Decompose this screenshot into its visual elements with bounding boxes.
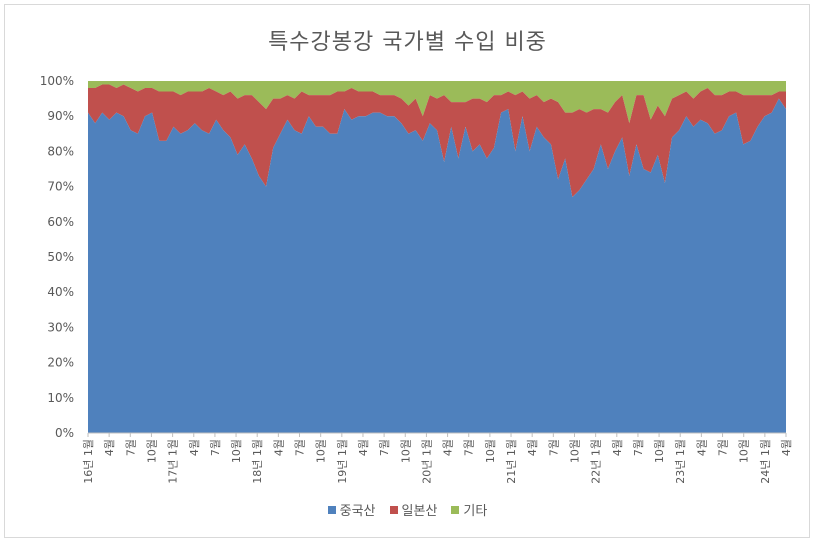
series-area-japan [88,84,786,198]
x-tick-label: 4월 [526,439,539,456]
legend-swatch-other [451,505,460,514]
x-tick-label: 20년 1월 [420,439,433,484]
x-tick-label: 7월 [632,439,645,456]
x-tick-label: 7월 [463,439,476,456]
x-tick-label: 16년 1월 [82,439,95,484]
x-tick-label: 19년 1월 [336,439,349,484]
x-tick-label: 10월 [230,439,243,463]
x-tick-label: 22년 1월 [590,439,603,484]
x-tick-label: 17년 1월 [167,439,180,484]
legend-label-china: 중국산 [339,504,376,519]
x-tick-label: 7월 [294,439,307,456]
x-tick-label: 10월 [145,439,158,463]
x-tick-label: 10월 [738,439,751,463]
x-tick-label: 4월 [357,439,370,456]
y-tick-label: 90% [47,109,74,123]
x-tick-label: 4월 [695,439,708,456]
y-tick-label: 50% [47,250,74,264]
y-tick-label: 30% [47,320,74,334]
x-tick-label: 4월 [188,439,201,456]
legend-swatch-china [327,505,336,514]
y-tick-label: 0% [55,426,74,440]
x-tick-label: 23년 1월 [674,439,687,484]
legend-item-japan: 일본산 [389,500,438,519]
legend: 중국산 일본산 기타 [0,500,815,519]
y-tick-label: 100% [40,74,74,88]
y-tick-label: 20% [47,356,74,370]
x-tick-label: 21년 1월 [505,439,518,484]
x-tick-label: 7월 [717,439,730,456]
legend-item-other: 기타 [451,500,487,519]
x-tick-label: 10월 [653,439,666,463]
x-tick-label: 7월 [547,439,560,456]
x-tick-label: 10월 [399,439,412,463]
x-tick-label: 4월 [103,439,116,456]
x-tick-label: 7월 [378,439,391,456]
legend-item-china: 중국산 [327,500,376,519]
x-tick-label: 4월 [611,439,624,456]
x-tick-label: 10월 [568,439,581,463]
y-tick-label: 10% [47,391,74,405]
x-tick-label: 10월 [484,439,497,463]
series-area-china [88,98,786,433]
x-tick-label: 7월 [209,439,222,456]
y-tick-label: 60% [47,215,74,229]
y-tick-label: 80% [47,144,74,158]
x-tick-label: 4월 [780,439,793,456]
y-tick-label: 40% [47,285,74,299]
x-tick-label: 7월 [124,439,137,456]
series-area-other [88,81,786,124]
x-tick-label: 10월 [315,439,328,463]
x-tick-label: 18년 1월 [251,439,264,484]
x-tick-label: 4월 [442,439,455,456]
legend-swatch-japan [389,505,398,514]
legend-label-japan: 일본산 [401,504,438,519]
chart-title: 특수강봉강 국가별 수입 비중 [268,30,547,55]
x-tick-label: 4월 [272,439,285,456]
legend-label-other: 기타 [463,504,488,519]
x-tick-label: 24년 1월 [759,439,772,484]
y-tick-label: 70% [47,180,74,194]
